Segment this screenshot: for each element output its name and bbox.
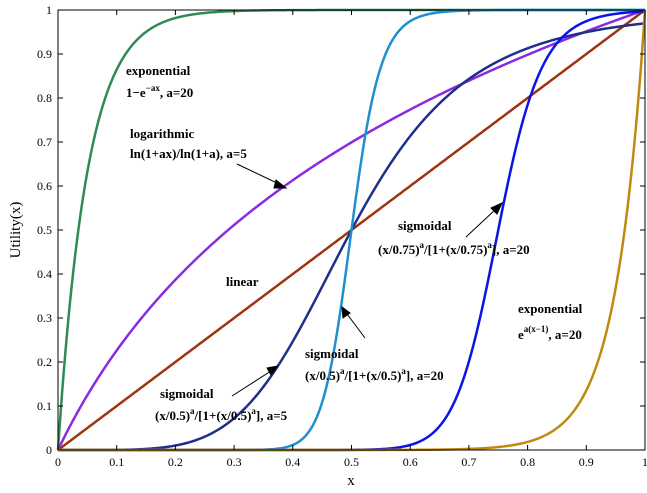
y-tick-label: 0.1: [37, 399, 52, 413]
annotation-exponential-rise: exponential 1−e−ax, a=20: [126, 63, 193, 100]
annotation-sig05-5-line1: sigmoidal: [160, 386, 214, 401]
annotation-sig075-line1: sigmoidal: [398, 218, 452, 233]
annotation-exp-rise-line1: exponential: [126, 63, 191, 78]
x-axis-title: x: [347, 473, 355, 489]
annotation-sigmoid-05-a20: sigmoidal (x/0.5)a/[1+(x/0.5)a], a=20: [305, 346, 444, 383]
x-tick-label: 0: [55, 455, 61, 469]
annotation-sig075-line2: (x/0.75)a/[1+(x/0.75)a], a=20: [378, 240, 530, 257]
x-tick-label: 0.3: [227, 455, 242, 469]
y-tick-label: 0.8: [37, 91, 52, 105]
y-axis-title: Utility(x): [8, 202, 24, 259]
y-tick-label: 1: [46, 3, 52, 17]
x-tick-label: 0.5: [344, 455, 359, 469]
x-tick-label: 0.2: [168, 455, 183, 469]
annotation-log-line2: ln(1+ax)/ln(1+a), a=5: [130, 146, 247, 161]
y-tick-label: 0.2: [37, 355, 52, 369]
annotation-exp-growth-line1: exponential: [518, 301, 583, 316]
arrow-sig05-5: [231, 365, 280, 397]
annotation-sig05-5-line2: (x/0.5)a/[1+(x/0.5)a], a=5: [155, 406, 288, 423]
ticks-layer: [57, 9, 646, 451]
annotation-log-line1: logarithmic: [130, 126, 194, 141]
annotation-linear: linear: [226, 274, 259, 289]
annotation-exponential-growth: exponential ea(x−1), a=20: [518, 301, 583, 342]
annotation-logarithmic: logarithmic ln(1+ax)/ln(1+a), a=5: [130, 126, 247, 161]
arrow-log: [236, 163, 288, 189]
annotation-sig05-20-line2: (x/0.5)a/[1+(x/0.5)a], a=20: [305, 366, 444, 383]
arrow-sig075: [465, 201, 504, 238]
annotation-sigmoid-05-a5: sigmoidal (x/0.5)a/[1+(x/0.5)a], a=5: [155, 386, 288, 423]
y-tick-label: 0.6: [37, 179, 52, 193]
x-tick-label: 0.1: [109, 455, 124, 469]
x-tick-label: 0.4: [285, 455, 300, 469]
y-tick-label: 0.4: [37, 267, 52, 281]
annotation-arrows: [231, 163, 504, 397]
y-tick-label: 0.3: [37, 311, 52, 325]
series-line-1-log: [56, 8, 646, 451]
annotation-sig05-20-line1: sigmoidal: [305, 346, 359, 361]
arrow-sig05-20: [341, 305, 366, 339]
x-tick-label: 0.9: [579, 455, 594, 469]
x-tick-label: 0.7: [461, 455, 476, 469]
y-tick-label: 0.5: [37, 223, 52, 237]
tick-labels-layer: 0 0.1 0.2 0.3 0.4 0.5 0.6 0.7 0.8 0.9 1 0 0.1 0.2 0.3 0…: [37, 3, 647, 469]
y-tick-label: 0.9: [37, 47, 52, 61]
annotation-exp-growth-line2: ea(x−1), a=20: [518, 324, 582, 342]
annotation-sigmoid-075: sigmoidal (x/0.75)a/[1+(x/0.75)a], a=20: [378, 218, 530, 257]
y-tick-label: 0.7: [37, 135, 52, 149]
x-tick-label: 0.8: [520, 455, 535, 469]
annotation-exp-rise-line2: 1−e−ax, a=20: [126, 83, 193, 100]
y-tick-label: 0: [46, 443, 52, 457]
x-tick-label: 1: [642, 455, 647, 469]
x-tick-label: 0.6: [403, 455, 418, 469]
